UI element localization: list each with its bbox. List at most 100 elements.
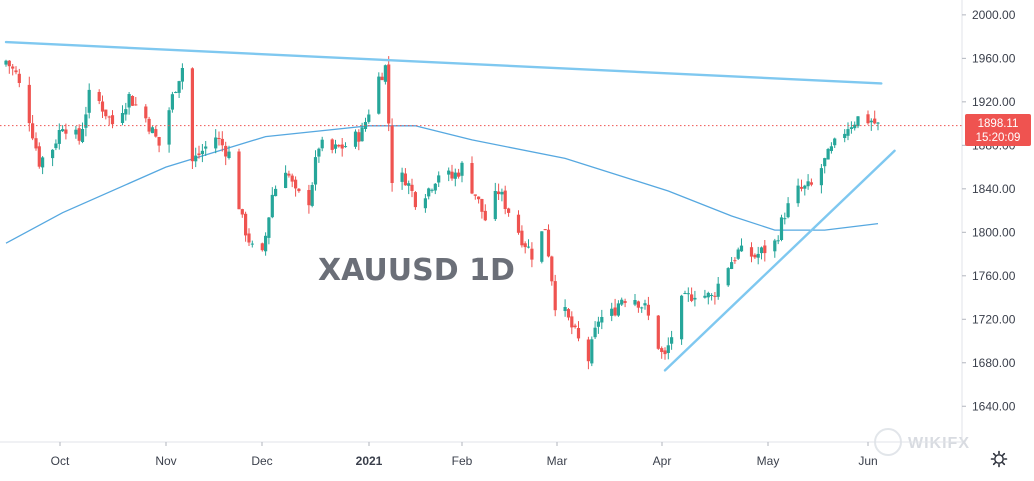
candle-body (749, 247, 754, 257)
candle-body (546, 229, 551, 257)
candle-body (450, 171, 454, 179)
candle (806, 174, 810, 190)
candle-body (403, 173, 407, 186)
candle-body (773, 240, 777, 252)
candle-body (383, 65, 387, 82)
candle-body (227, 151, 231, 158)
candle (833, 137, 837, 148)
candle-body (616, 303, 620, 316)
candle (367, 109, 371, 124)
candle-body (543, 229, 547, 231)
candle-body (593, 327, 597, 338)
candle-body (713, 295, 717, 297)
candle-body (333, 144, 338, 149)
candle (134, 97, 138, 106)
candle-body (716, 283, 720, 297)
candle (570, 311, 574, 335)
candle (294, 176, 298, 197)
candle (287, 170, 291, 178)
candle-body (317, 148, 321, 157)
candle (643, 299, 647, 310)
candle-body (134, 104, 138, 106)
candle (796, 178, 800, 207)
time-tick-label: Dec (251, 454, 272, 468)
candle (590, 336, 594, 367)
trendline-support[interactable] (663, 149, 896, 372)
candle-body (387, 64, 391, 124)
candle (710, 293, 714, 301)
time-tick-label: May (757, 454, 780, 468)
candle (680, 294, 684, 345)
candle (869, 118, 873, 131)
symbol-watermark: XAUUSD 1D (318, 253, 515, 288)
candle (204, 141, 208, 156)
candle (776, 235, 780, 245)
candle-body (54, 143, 58, 149)
candle-body (873, 118, 877, 124)
candle-body (237, 151, 241, 210)
candle (320, 136, 324, 152)
price-tick-label: 1680.00 (972, 356, 1016, 370)
candle (430, 188, 434, 193)
candle-body (636, 301, 640, 308)
candle (576, 321, 581, 342)
candle (573, 323, 577, 329)
candle (11, 64, 15, 76)
candle-body (410, 184, 414, 191)
candle (337, 144, 341, 148)
time-axis[interactable] (0, 443, 962, 481)
candle-body (670, 337, 674, 344)
candle (470, 156, 474, 195)
candle (633, 294, 637, 307)
candle (197, 145, 201, 159)
candle (14, 66, 18, 75)
candle-body (194, 155, 198, 162)
candle (686, 287, 690, 302)
candle (157, 136, 161, 153)
candle (267, 217, 271, 245)
candle (803, 184, 807, 196)
candle (759, 246, 764, 260)
candle (726, 267, 730, 287)
candle (34, 132, 38, 151)
candle-body (656, 315, 660, 349)
candle-body (776, 240, 780, 242)
candle (640, 306, 644, 313)
candle-body (413, 192, 417, 208)
trendline-layer[interactable] (4, 40, 896, 372)
price-tick-label: 1920.00 (972, 95, 1016, 109)
candle (244, 211, 248, 242)
candle-body (833, 138, 837, 146)
candle-body (666, 345, 670, 353)
candle (526, 239, 531, 249)
candle (749, 242, 754, 263)
candle-body (796, 185, 800, 204)
candle-body (214, 137, 218, 149)
price-axis[interactable] (962, 0, 1034, 442)
candle (107, 115, 111, 126)
candle (413, 191, 417, 210)
candle-body (703, 295, 707, 298)
candle-body (240, 209, 244, 215)
candle-body (457, 172, 461, 177)
candle-body (520, 230, 524, 246)
candle (477, 196, 481, 204)
candle-body (14, 70, 18, 73)
candle-body (756, 253, 760, 258)
candle (670, 330, 674, 350)
candle (264, 232, 268, 256)
candle (520, 225, 524, 248)
time-tick-label: Jun (858, 454, 877, 468)
candle-body (516, 214, 521, 233)
candle-body (786, 203, 790, 218)
candle-body (763, 245, 767, 254)
candle (733, 257, 737, 264)
candle-body (80, 129, 85, 142)
trendline-resistance[interactable] (4, 40, 883, 85)
time-tick-label: Apr (653, 454, 672, 468)
candle (753, 253, 757, 259)
settings-gear-icon[interactable] (990, 450, 1008, 468)
candle (566, 308, 571, 321)
candle (217, 131, 221, 146)
